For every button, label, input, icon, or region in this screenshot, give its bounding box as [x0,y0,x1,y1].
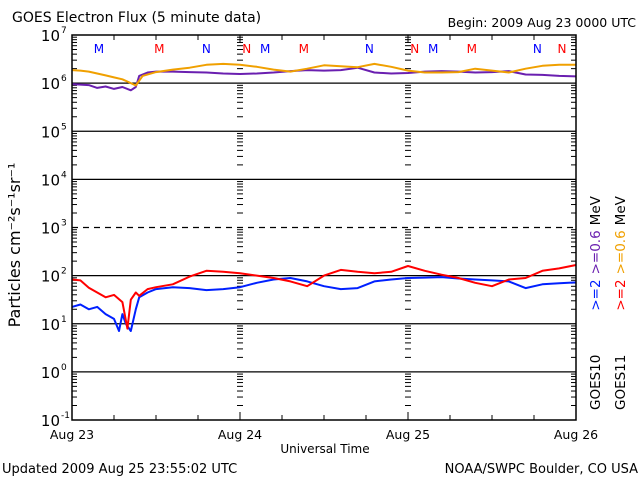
legend-column-goes10: GOES10 >=2 >=0.6 MeV [588,195,604,410]
grid-lines [72,82,576,373]
y-tick-exponent: 4 [61,170,67,180]
legend-entry: >=0.6 [613,230,629,274]
series-line [71,62,576,87]
x-axis-label: Universal Time [280,442,369,456]
y-tick-label: 10 [41,75,60,93]
x-tick-label: Aug 24 [218,427,262,442]
y-tick-exponent: 5 [61,122,67,132]
legend-column-goes11: GOES11 >=2 >=0.6 MeV [613,195,629,410]
series-lines [71,62,577,332]
series-line [71,276,577,332]
x-tick-label: Aug 23 [50,427,94,442]
mn-marker: M [299,42,309,56]
legend-entry: >=2 [613,279,629,310]
x-tick-label: Aug 25 [386,427,430,442]
mn-marker: M [467,42,477,56]
mn-marker: N [365,42,374,56]
mn-marker: N [202,42,211,56]
footer-credit: NOAA/SWPC Boulder, CO USA [445,462,638,477]
legend-entry: MeV [588,195,604,225]
legend-entry: GOES11 [613,355,629,410]
legend-entry: GOES10 [588,355,604,410]
y-axis-label: Particles cm⁻²s⁻¹sr⁻¹ [5,163,24,328]
legend-entry: >=2 [588,279,604,310]
y-tick-exponent: 1 [61,315,67,325]
y-tick-label: 10 [41,412,60,430]
mn-marker: M [260,42,270,56]
mn-marker: M [154,42,164,56]
x-tick-labels: Aug 23 Aug 24 Aug 25 Aug 26 [50,427,598,442]
chart-subtitle: Begin: 2009 Aug 23 0000 UTC [448,15,637,30]
y-tick-label: 10 [41,316,60,334]
series-line [71,66,577,92]
y-tick-label: 10 [41,268,60,286]
y-tick-label: 10 [41,27,60,45]
plot-frame [71,34,577,421]
mn-marker: N [242,42,251,56]
y-tick-label: 10 [41,220,60,238]
y-tick-exponent: 2 [61,267,67,277]
mn-marker: N [410,42,419,56]
mn-marker: N [558,42,567,56]
y-tick-exponent: 3 [61,219,67,229]
mn-marker: N [533,42,542,56]
mn-marker: M [94,42,104,56]
mn-marker: M [428,42,438,56]
y-tick-exponent: 7 [61,26,67,36]
y-tick-label: 10 [41,364,60,382]
x-tick-label: Aug 26 [554,427,598,442]
legend-entry: MeV [613,195,629,225]
footer-updated: Updated 2009 Aug 25 23:55:02 UTC [2,462,237,477]
axis-ticks [71,35,577,420]
y-tick-exponent: 6 [61,74,67,84]
y-tick-label: 10 [41,123,60,141]
y-tick-exponent: -1 [61,411,70,421]
series-line [71,264,577,330]
y-tick-label: 10 [41,171,60,189]
y-tick-exponent: 0 [61,363,67,373]
legend: GOES10 >=2 >=0.6 MeV GOES11 >=2 >=0.6 MeV [588,195,629,410]
legend-entry: >=0.6 [588,230,604,274]
chart-title: GOES Electron Flux (5 minute data) [12,10,261,26]
